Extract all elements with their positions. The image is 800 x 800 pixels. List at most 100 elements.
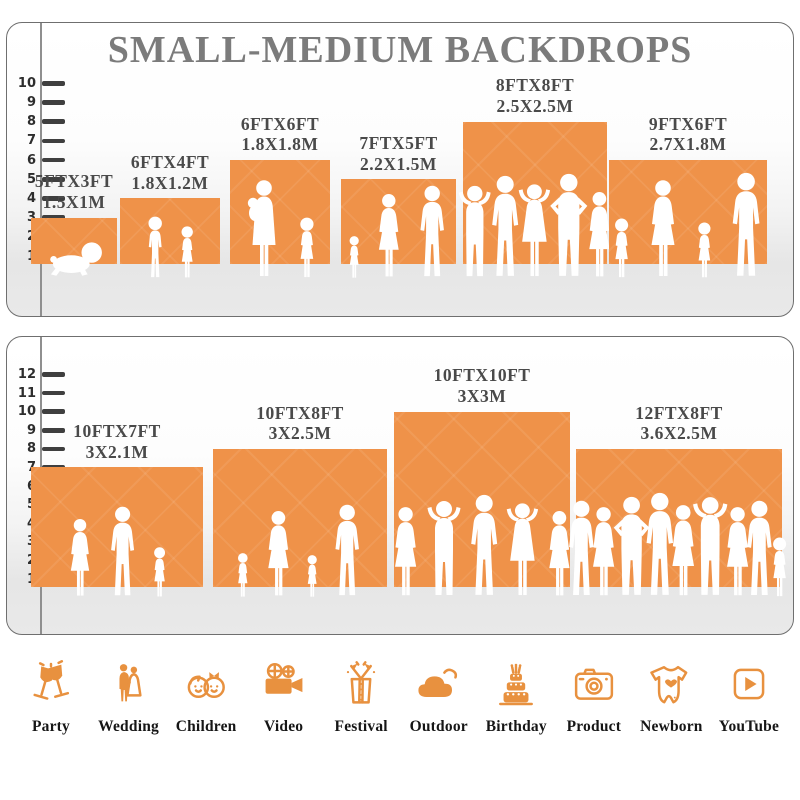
product-icon [574, 668, 613, 700]
category-label: Children [175, 718, 237, 735]
girl-silhouette [181, 226, 193, 278]
size-feet: 6FTX4FT [130, 152, 210, 173]
axis-tick-mark [42, 138, 65, 144]
category-youtube: YouTube [712, 658, 786, 736]
woman-silhouette [267, 511, 289, 596]
page-title: SMALL-MEDIUM BACKDROPS [107, 29, 693, 71]
category-newborn: Newborn [634, 658, 708, 736]
size-feet: 5FTX3FT [34, 171, 114, 192]
axis-tick-mark [42, 428, 65, 433]
party-icon [33, 660, 70, 700]
size-meters: 1.8X1.2M [131, 172, 209, 193]
size-feet: 10FTX7FT [73, 421, 161, 442]
woman-silhouette [651, 180, 675, 276]
axis-tick-label: 12 [17, 366, 36, 382]
category-label: Product [566, 718, 622, 735]
children-icon [187, 672, 225, 699]
axis-tick-label: 8 [26, 441, 36, 457]
birthday-icon [499, 663, 534, 706]
axis-tick-label: 8 [26, 114, 36, 130]
axis-tick-mark [42, 119, 65, 124]
axis-tick-label: 10 [17, 75, 36, 91]
backdrop-size-label: 12FTX8FT 3.6X2.5M [635, 403, 723, 444]
category-label: Party [31, 718, 70, 735]
boy-silhouette [148, 216, 162, 278]
backdrop-size-label: 10FTX8FT 3X2.5M [256, 403, 344, 444]
man-silhouette [111, 506, 135, 596]
wedding-icon [119, 664, 142, 702]
category-birthday: Birthday [479, 658, 553, 736]
y-axis-line [40, 23, 42, 316]
category-label: Birthday [485, 718, 547, 735]
axis-tick-mark [42, 100, 65, 105]
category-label: YouTube [718, 718, 780, 735]
size-meters: 3.6X2.5M [640, 423, 718, 444]
size-chart-medium: 12345678910111210FTX7FT3X2.1M10FTX8FT3X2… [7, 337, 793, 634]
man-silhouette [732, 172, 760, 276]
axis-tick-mark [42, 157, 65, 163]
axis-tick-label: 10 [17, 404, 36, 420]
video-icon [265, 663, 303, 694]
backdrop-size-label: 8FTX8FT 2.5X2.5M [496, 75, 574, 116]
category-product: Product [557, 658, 631, 736]
size-meters: 2.5X2.5M [496, 95, 574, 116]
axis-tick-label: 5 [26, 171, 36, 187]
backdrop-size-label: 6FTX4FT 1.8X1.2M [131, 152, 209, 193]
girl-silhouette [300, 217, 314, 278]
backdrop-bar [120, 198, 220, 264]
axis-tick-mark [42, 409, 65, 414]
size-meters: 3X2.5M [268, 423, 332, 444]
category-label: Newborn [640, 718, 703, 735]
size-feet: 10FTX10FT [433, 365, 531, 386]
axis-tick-mark [42, 390, 65, 396]
backdrop-size-label: 6FTX6FT 1.8X1.8M [241, 114, 319, 155]
axis-tick-label: 4 [26, 190, 36, 206]
axis-tick-mark [42, 372, 65, 377]
size-feet: 8FTX8FT [495, 75, 575, 96]
category-party: Party [14, 658, 88, 736]
category-children: Children [169, 658, 243, 736]
axis-tick-label: 6 [26, 152, 36, 168]
baby-silhouette [50, 242, 102, 276]
size-meters: 2.7X1.8M [649, 134, 727, 155]
size-meters: 3X3M [457, 385, 507, 406]
category-wedding: Wedding [92, 658, 166, 736]
category-label: Outdoor [409, 718, 468, 735]
category-row: Party Wedding Children Video [14, 658, 786, 736]
size-meters: 1.5X1M [42, 191, 106, 212]
axis-tick-label: 9 [26, 422, 36, 438]
backdrop-size-label: 5FTX3FT 1.5X1M [35, 171, 113, 212]
newborn-icon [650, 665, 688, 704]
girl-silhouette [153, 547, 165, 597]
backdrop-size-label: 9FTX6FT 2.7X1.8M [649, 114, 727, 155]
medium-backdrops-panel: 12345678910111210FTX7FT3X2.1M10FTX8FT3X2… [6, 336, 794, 635]
youtube-icon [733, 668, 765, 700]
girl-silhouette [772, 537, 786, 597]
axis-tick-mark [42, 196, 65, 201]
size-feet: 10FTX8FT [256, 402, 344, 423]
backdrop-size-label: 10FTX10FT 3X3M [434, 365, 531, 406]
size-feet: 12FTX8FT [635, 402, 723, 423]
size-chart-small: 123456789105FTX3FT1.5X1M6FTX4FT1.8X1.2M6… [7, 23, 793, 316]
size-feet: 7FTX5FT [359, 132, 438, 153]
axis-tick-label: 9 [26, 94, 36, 110]
man-silhouette [335, 504, 360, 596]
size-feet: 6FTX6FT [240, 113, 320, 134]
axis-tick-label: 11 [17, 385, 36, 401]
festival-icon [347, 661, 376, 704]
category-festival: Festival [324, 658, 398, 736]
category-label: Video [264, 718, 304, 735]
outdoor-icon [418, 668, 457, 697]
size-feet: 9FTX6FT [648, 113, 728, 134]
axis-tick-mark [42, 177, 65, 182]
woman-baby-silhouette [247, 180, 276, 276]
axis-tick-mark [42, 446, 65, 452]
backdrop-size-label: 10FTX7FT 3X2.1M [73, 421, 161, 462]
category-label: Wedding [98, 718, 159, 735]
category-outdoor: Outdoor [402, 658, 476, 736]
size-meters: 3X2.1M [85, 441, 149, 462]
backdrop-size-label: 7FTX5FT 2.2X1.5M [359, 133, 437, 174]
axis-tick-mark [42, 81, 65, 86]
small-backdrops-panel: 123456789105FTX3FT1.5X1M6FTX4FT1.8X1.2M6… [6, 22, 794, 317]
size-meters: 1.8X1.8M [241, 134, 319, 155]
